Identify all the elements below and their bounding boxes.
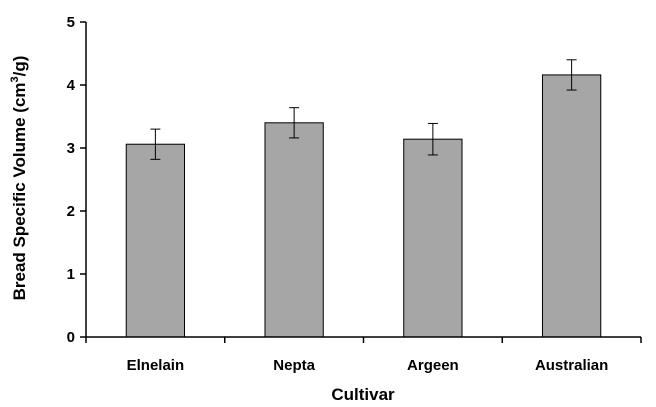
bar — [125, 143, 186, 338]
bar — [541, 74, 602, 338]
y-tick-label: 3 — [67, 140, 75, 157]
bars-group — [125, 74, 602, 338]
error-bars-group — [150, 59, 577, 160]
bar — [264, 122, 324, 338]
y-ticks-group: 0 1 2 3 4 5 — [67, 14, 86, 346]
y-tick-label: 2 — [67, 203, 75, 220]
x-tick-label: Australian — [535, 357, 608, 374]
y-tick-label: 5 — [67, 14, 75, 31]
x-tick-label: Nepta — [273, 357, 315, 374]
y-axis-title: Bread Specific Volume (cm3/g) — [9, 56, 29, 301]
y-axis-title-main: Bread Specific Volume (cm — [10, 82, 29, 300]
bar — [403, 138, 463, 338]
y-axis-title-superscript: 3 — [9, 76, 21, 82]
x-tick-label: Argeen — [407, 357, 459, 374]
x-axis-title: Cultivar — [331, 385, 395, 404]
y-axis-title-tail: /g) — [10, 56, 29, 77]
y-tick-label: 1 — [67, 266, 75, 283]
y-tick-label: 4 — [67, 77, 76, 94]
y-tick-label: 0 — [67, 329, 75, 346]
x-ticks-group: Elnelain Nepta Argeen Australian — [85, 337, 642, 374]
x-tick-label: Elnelain — [127, 357, 185, 374]
